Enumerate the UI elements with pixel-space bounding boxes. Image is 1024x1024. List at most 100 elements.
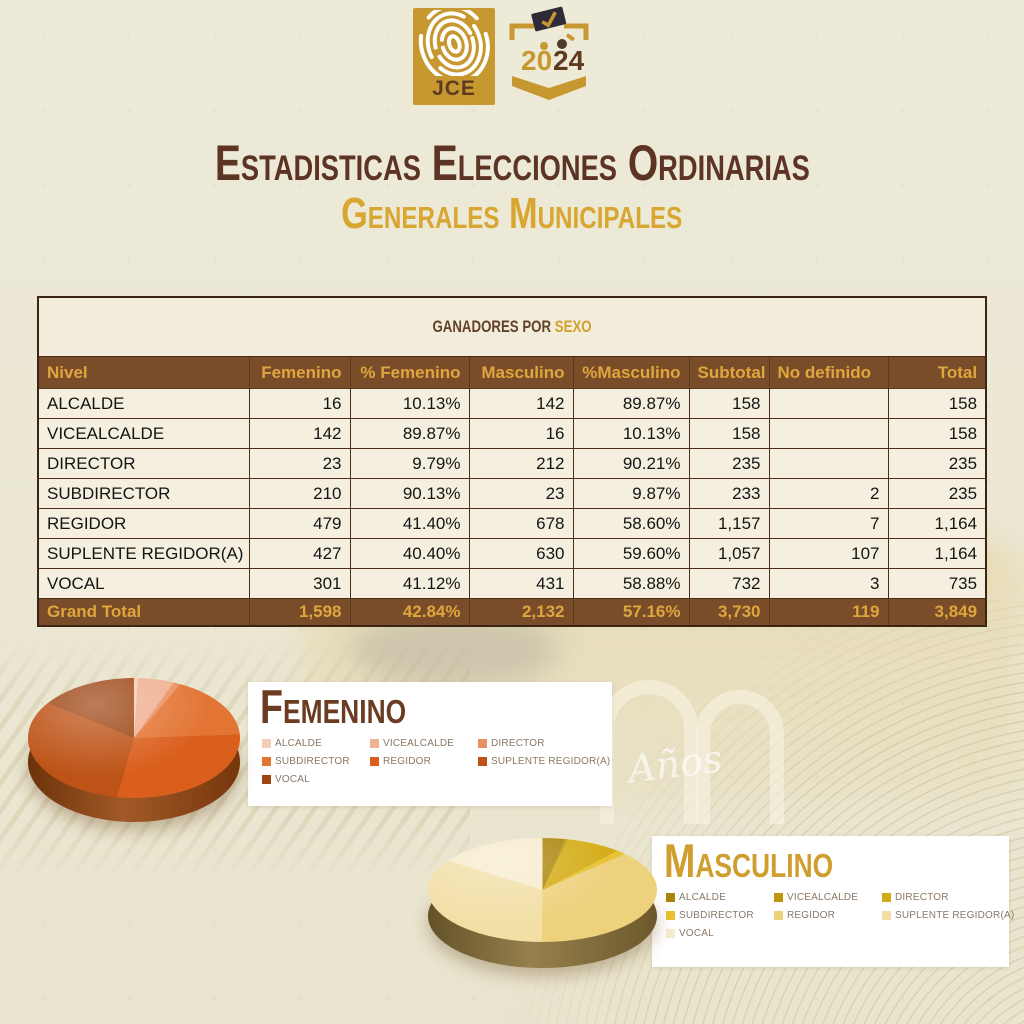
cell-no-definido xyxy=(768,418,889,449)
cell-subtotal: 235 xyxy=(688,448,770,479)
legend-label: SUPLENTE REGIDOR(A) xyxy=(491,756,611,767)
legend-label: SUBDIRECTOR xyxy=(275,756,350,767)
table-row: SUPLENTE REGIDOR(A) 427 40.40% 630 59.60% 1,0… xyxy=(37,538,987,569)
cell-pct-femenino: 9.79% xyxy=(349,448,470,479)
table-row: VICEALCALDE 142 89.87% 16 10.13% 158 158 xyxy=(37,418,987,449)
legend-item: REGIDOR xyxy=(370,756,478,767)
cell-total: 735 xyxy=(887,568,987,599)
cell-subtotal: 732 xyxy=(688,568,770,599)
cell-masculino: 23 xyxy=(468,478,574,509)
legend-label: ALCALDE xyxy=(275,738,322,749)
cell-pct-femenino: 90.13% xyxy=(349,478,470,509)
cell-no-definido: 3 xyxy=(768,568,889,599)
cell-femenino: 427 xyxy=(248,538,351,569)
legend-label: SUPLENTE REGIDOR(A) xyxy=(895,910,1015,921)
cell-femenino: 479 xyxy=(248,508,351,539)
legend-item: SUPLENTE REGIDOR(A) xyxy=(478,756,610,767)
cell-no-definido: 2 xyxy=(768,478,889,509)
cell-pct-masculino: 59.60% xyxy=(572,538,690,569)
jce-logo-text: JCE xyxy=(432,77,476,100)
legend-swatch xyxy=(478,739,487,748)
table-header-row: Nivel Femenino% Femenino Masculino %Masculi… xyxy=(37,356,987,389)
cell-pct-femenino: 89.87% xyxy=(349,418,470,449)
cell-nivel: VOCAL xyxy=(37,568,250,599)
cell-masculino: 16 xyxy=(468,418,574,449)
legend-label: VOCAL xyxy=(679,928,714,939)
year-24: 24 xyxy=(553,45,585,76)
legend-item: SUBDIRECTOR xyxy=(666,910,774,921)
legend-item: DIRECTOR xyxy=(478,738,610,749)
cell-pct-femenino: 41.40% xyxy=(349,508,470,539)
legend-label: VICEALCALDE xyxy=(787,892,859,903)
grand-total-row: Grand Total 1,598 42.84% 2,132 57.16% 3,… xyxy=(37,598,987,627)
cell-total: 1,164 xyxy=(887,538,987,569)
cell-subtotal: 233 xyxy=(688,478,770,509)
cell-grand-total-femenino: 1,598 xyxy=(248,598,351,627)
elections-2024-logo: 20 24 xyxy=(504,6,594,106)
cell-femenino: 142 xyxy=(248,418,351,449)
cell-no-definido xyxy=(768,388,889,419)
legend-label: REGIDOR xyxy=(787,910,836,921)
legend-label: DIRECTOR xyxy=(491,738,545,749)
masculino-pie-top xyxy=(428,838,657,942)
cell-pct-masculino: 89.87% xyxy=(572,388,690,419)
cell-grand-total-masculino: 2,132 xyxy=(468,598,574,627)
table-title-row: GANADORES POR SEXO xyxy=(37,296,987,357)
legend-swatch xyxy=(774,893,783,902)
cell-pct-femenino: 40.40% xyxy=(349,538,470,569)
table-row: SUBDIRECTOR 210 90.13% 23 9.87% 233 2 235 xyxy=(37,478,987,509)
cell-nivel: SUBDIRECTOR xyxy=(37,478,250,509)
column-header: Masculino xyxy=(468,356,574,389)
cell-nivel: SUPLENTE REGIDOR(A) xyxy=(37,538,250,569)
cell-total: 235 xyxy=(887,478,987,509)
legend-item: VICEALCALDE xyxy=(774,892,882,903)
legend-swatch xyxy=(478,757,487,766)
cell-no-definido: 107 xyxy=(768,538,889,569)
jce-logo: JCE xyxy=(413,8,495,105)
background-arch-shape xyxy=(696,690,784,824)
cell-masculino: 678 xyxy=(468,508,574,539)
legend-label: VOCAL xyxy=(275,774,310,785)
table-row: DIRECTOR 23 9.79% 212 90.21% 235 235 xyxy=(37,448,987,479)
cell-grand-total-subtotal: 3,730 xyxy=(688,598,770,627)
table-row: REGIDOR 479 41.40% 678 58.60% 1,157 7 1,164 xyxy=(37,508,987,539)
year-20: 20 xyxy=(521,45,552,76)
cell-nivel: REGIDOR xyxy=(37,508,250,539)
masculino-legend: ALCALDE VICEALCALDE DIRECTOR SUBDIRECTOR REG… xyxy=(666,892,1014,939)
cell-masculino: 431 xyxy=(468,568,574,599)
cell-masculino: 212 xyxy=(468,448,574,479)
winners-by-sex-table: GANADORES POR SEXO Nivel Femenino% Femeni… xyxy=(37,296,988,627)
cell-subtotal: 158 xyxy=(688,418,770,449)
cell-no-definido xyxy=(768,448,889,479)
cell-total: 235 xyxy=(887,448,987,479)
cell-total: 1,164 xyxy=(887,508,987,539)
cell-femenino: 301 xyxy=(248,568,351,599)
legend-label: REGIDOR xyxy=(383,756,432,767)
femenino-chart-title: Femenino xyxy=(260,680,407,733)
column-header: % Femenino xyxy=(349,356,470,389)
legend-item: ALCALDE xyxy=(666,892,774,903)
legend-swatch xyxy=(262,775,271,784)
femenino-chart-panel: Femenino ALCALDE VICEALCALDE DIRECTOR SUBDI… xyxy=(248,682,612,806)
page-subtitle: Generales Municipales xyxy=(341,189,683,238)
cell-femenino: 210 xyxy=(248,478,351,509)
cell-pct-femenino: 41.12% xyxy=(349,568,470,599)
legend-item: REGIDOR xyxy=(774,910,882,921)
cell-pct-femenino: 10.13% xyxy=(349,388,470,419)
legend-swatch xyxy=(262,757,271,766)
femenino-legend: ALCALDE VICEALCALDE DIRECTOR SUBDIRECTOR REG… xyxy=(262,738,610,785)
table-title: GANADORES POR SEXO xyxy=(37,296,987,357)
legend-swatch xyxy=(370,739,379,748)
cell-nivel: ALCALDE xyxy=(37,388,250,419)
cell-grand-total-no-definido: 119 xyxy=(768,598,889,627)
cell-pct-masculino: 9.87% xyxy=(572,478,690,509)
legend-label: SUBDIRECTOR xyxy=(679,910,754,921)
column-header: Total xyxy=(887,356,987,389)
cell-total: 158 xyxy=(887,388,987,419)
cell-pct-masculino: 90.21% xyxy=(572,448,690,479)
legend-item: VICEALCALDE xyxy=(370,738,478,749)
legend-label: ALCALDE xyxy=(679,892,726,903)
masculino-pie-chart xyxy=(428,838,657,968)
table-row: VOCAL 301 41.12% 431 58.88% 732 3 735 xyxy=(37,568,987,599)
